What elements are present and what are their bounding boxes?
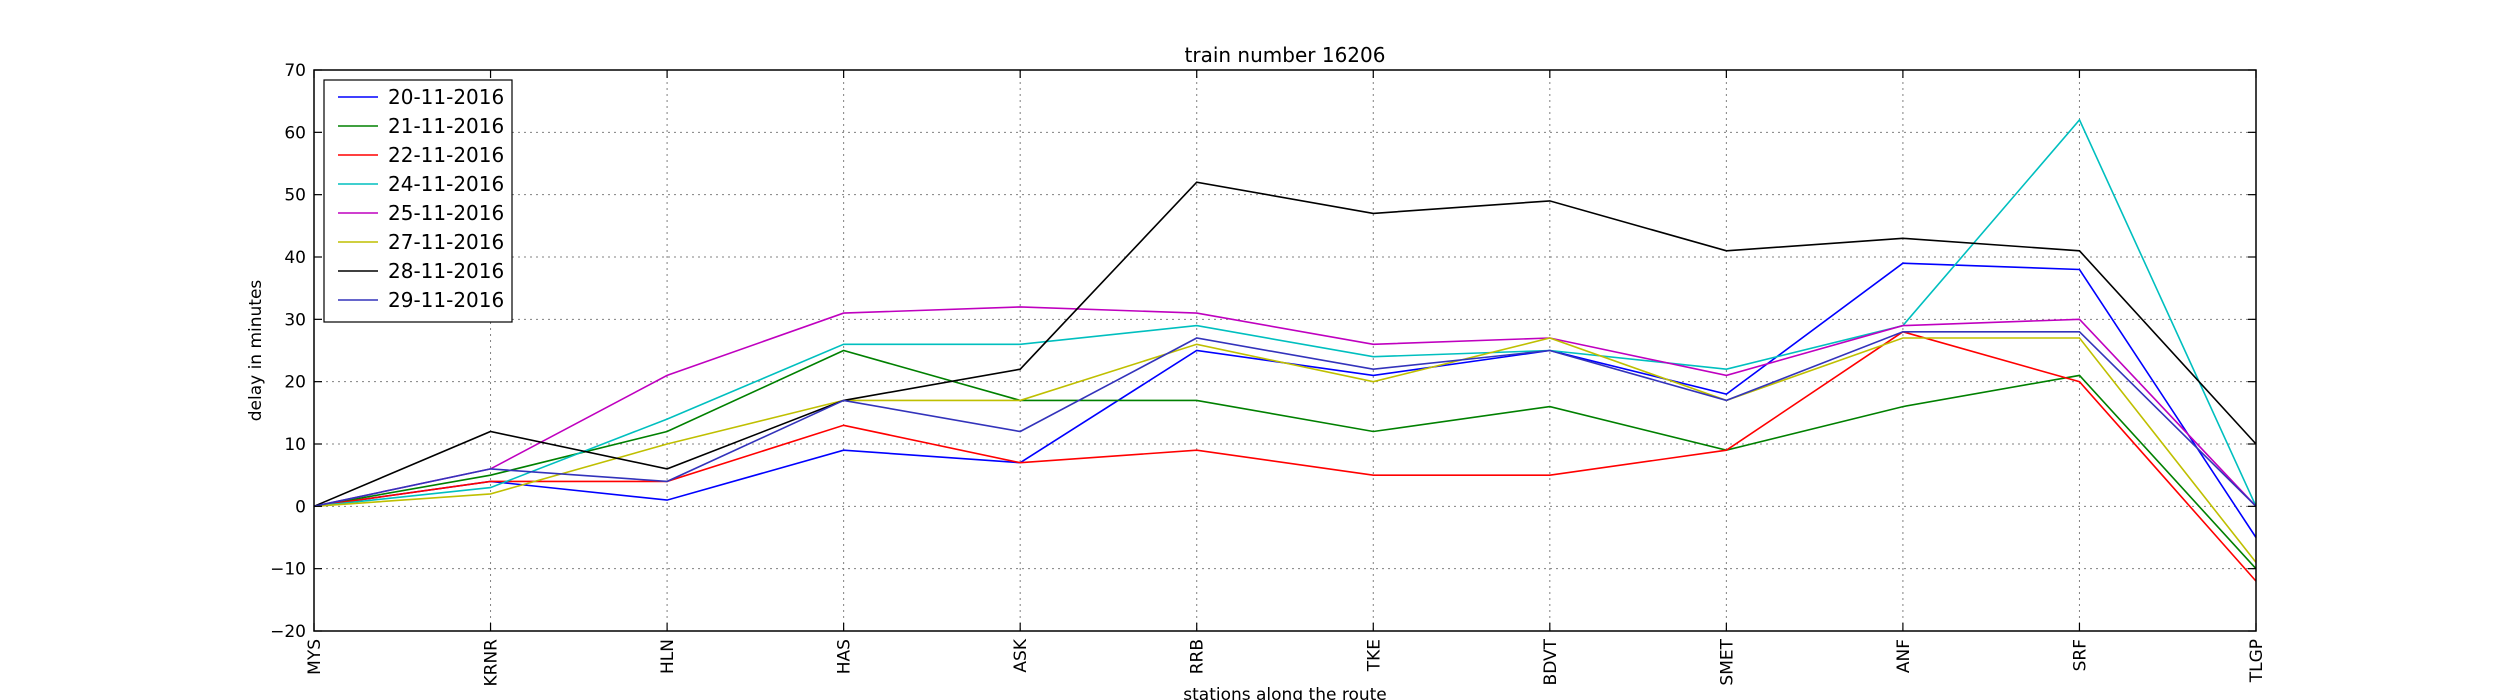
- x-tick-label: BDVT: [1541, 638, 1561, 685]
- y-tick-label: 0: [295, 497, 306, 517]
- x-tick-label: KRNR: [482, 639, 502, 687]
- x-axis-label: stations along the route: [1183, 685, 1387, 700]
- y-tick-label: 30: [284, 310, 306, 330]
- series-line: [313, 330, 2257, 508]
- legend-label: 28-11-2016: [388, 259, 504, 283]
- legend-label: 25-11-2016: [388, 201, 504, 225]
- series-line: [313, 262, 2257, 538]
- plot-frame: [313, 69, 2257, 632]
- series-line: [313, 181, 2257, 508]
- legend-label: 22-11-2016: [388, 143, 504, 167]
- series-line: [313, 330, 2257, 582]
- y-tick-label: 60: [284, 123, 306, 143]
- chart-title: train number 16206: [1185, 43, 1386, 67]
- y-axis-ticks: −20 −10 0 10 20 30 40 50 60 70: [270, 61, 2256, 642]
- y-tick-label: −20: [270, 622, 306, 642]
- y-tick-label: 20: [284, 373, 306, 393]
- series-line: [313, 349, 2257, 570]
- legend-label: 24-11-2016: [388, 172, 504, 196]
- legend-label: 29-11-2016: [388, 288, 504, 312]
- x-tick-label: TLGP: [2247, 639, 2267, 683]
- legend: 20-11-2016 21-11-2016 22-11-2016 24-11-2016…: [323, 79, 513, 323]
- x-tick-label: HAS: [835, 639, 855, 674]
- y-tick-label: 40: [284, 248, 306, 268]
- x-tick-label: TKE: [1364, 639, 1384, 672]
- x-tick-label: SMET: [1717, 638, 1737, 685]
- y-tick-label: 10: [284, 435, 306, 455]
- x-tick-label: ASK: [1011, 638, 1031, 672]
- grid: [314, 70, 2256, 631]
- x-tick-label: ANF: [1894, 639, 1914, 673]
- y-tick-label: 50: [284, 186, 306, 206]
- series-line: [313, 306, 2257, 508]
- series-line: [313, 337, 2257, 563]
- x-tick-label: SRF: [2070, 639, 2090, 671]
- y-tick-label: −10: [270, 560, 306, 580]
- legend-label: 20-11-2016: [388, 85, 504, 109]
- x-tick-label: MYS: [305, 639, 325, 675]
- legend-box: [323, 79, 513, 323]
- x-tick-label: RRB: [1188, 639, 1208, 674]
- series-line: [313, 118, 2257, 508]
- y-axis-label: delay in minutes: [246, 280, 266, 422]
- legend-label: 27-11-2016: [388, 230, 504, 254]
- series-lines: [313, 118, 2257, 582]
- legend-label: 21-11-2016: [388, 114, 504, 138]
- x-tick-label: HLN: [658, 639, 678, 674]
- y-tick-label: 70: [284, 61, 306, 81]
- x-axis-ticks: MYS KRNR HLN HAS ASK RRB TKE BDVT SMET ANF SRF TLGP: [305, 70, 2267, 687]
